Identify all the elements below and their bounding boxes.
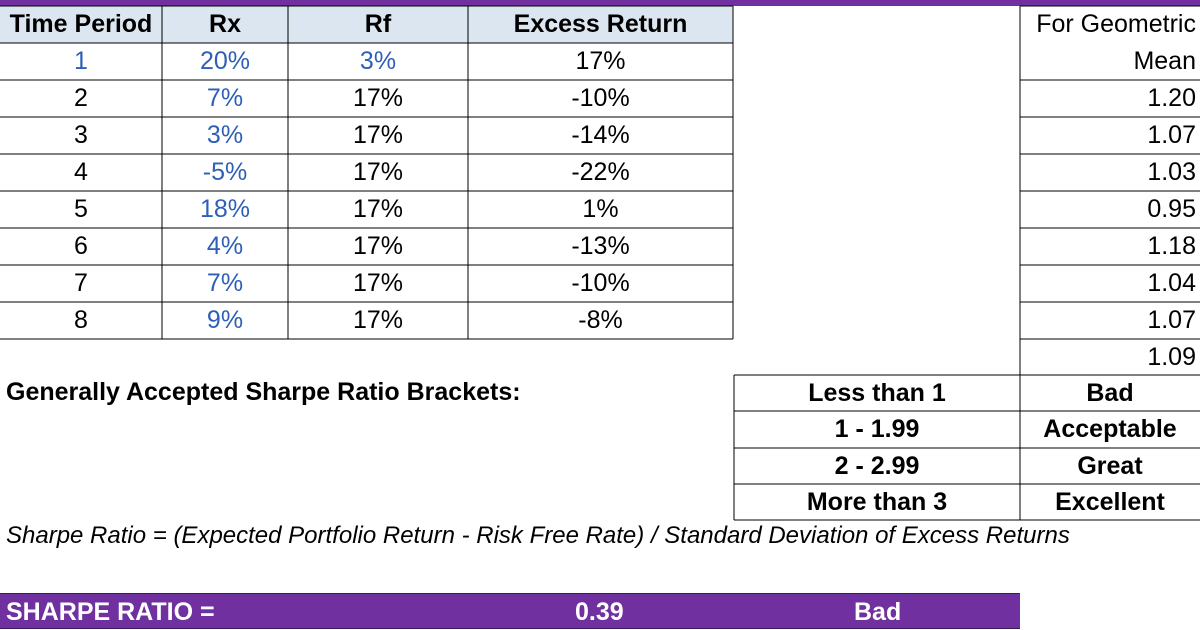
geometric-value[interactable]: 1.20 bbox=[1147, 84, 1196, 112]
cell-period[interactable]: 5 bbox=[74, 195, 88, 223]
geometric-value[interactable]: 1.04 bbox=[1147, 269, 1196, 297]
bracket-range[interactable]: Less than 1 bbox=[808, 378, 946, 407]
bracket-range[interactable]: 2 - 2.99 bbox=[834, 451, 920, 480]
cell-rx[interactable]: 7% bbox=[206, 269, 244, 297]
cell-rx[interactable]: 4% bbox=[206, 232, 244, 260]
geometric-header-line2[interactable]: Mean bbox=[1133, 47, 1196, 75]
cell-rx[interactable]: 9% bbox=[206, 306, 244, 334]
cell-rf[interactable]: 17% bbox=[352, 306, 404, 334]
sharpe-ratio-result-bar: SHARPE RATIO = 0.39 Bad bbox=[0, 593, 1020, 629]
geometric-value[interactable]: 1.07 bbox=[1147, 306, 1196, 334]
geometric-value[interactable]: 1.18 bbox=[1147, 232, 1196, 260]
cell-rf[interactable]: 17% bbox=[352, 84, 404, 112]
bracket-rating[interactable]: Excellent bbox=[1055, 487, 1165, 516]
cell-rf[interactable]: 17% bbox=[352, 121, 404, 149]
cell-rx[interactable]: 3% bbox=[206, 121, 244, 149]
geometric-header-line1[interactable]: For Geometric bbox=[1036, 10, 1196, 38]
cell-period[interactable]: 8 bbox=[74, 306, 88, 334]
cell-excess[interactable]: -8% bbox=[578, 306, 623, 334]
cell-rf[interactable]: 17% bbox=[352, 232, 404, 260]
sharpe-formula: Sharpe Ratio = (Expected Portfolio Retur… bbox=[6, 522, 1070, 549]
header-excess-return[interactable]: Excess Return bbox=[468, 6, 733, 43]
top-accent-bar bbox=[0, 0, 1200, 6]
cell-excess[interactable]: -10% bbox=[571, 269, 630, 297]
cell-excess[interactable]: -22% bbox=[571, 158, 630, 186]
header-rx[interactable]: Rx bbox=[162, 6, 288, 43]
cell-period[interactable]: 1 bbox=[74, 47, 88, 75]
sharpe-ratio-value[interactable]: 0.39 bbox=[575, 598, 624, 626]
bracket-range[interactable]: More than 3 bbox=[806, 487, 948, 516]
geometric-value[interactable]: 0.95 bbox=[1147, 195, 1196, 223]
bracket-rating[interactable]: Great bbox=[1077, 451, 1143, 480]
cell-excess[interactable]: -13% bbox=[571, 232, 630, 260]
brackets-title: Generally Accepted Sharpe Ratio Brackets… bbox=[6, 378, 521, 406]
geometric-value[interactable]: 1.09 bbox=[1147, 342, 1196, 371]
cell-rx[interactable]: 7% bbox=[206, 84, 244, 112]
cell-rf[interactable]: 17% bbox=[352, 158, 404, 186]
cell-excess[interactable]: 1% bbox=[582, 195, 619, 223]
geometric-value[interactable]: 1.07 bbox=[1147, 121, 1196, 149]
cell-rf[interactable]: 17% bbox=[352, 269, 404, 297]
cell-rf[interactable]: 17% bbox=[352, 195, 404, 223]
header-rf[interactable]: Rf bbox=[288, 6, 468, 43]
header-time-period[interactable]: Time Period bbox=[0, 6, 162, 43]
cell-excess[interactable]: 17% bbox=[575, 47, 626, 75]
cell-rx[interactable]: 20% bbox=[199, 47, 251, 75]
bracket-rating[interactable]: Bad bbox=[1086, 378, 1134, 407]
geometric-value[interactable]: 1.03 bbox=[1147, 158, 1196, 186]
sharpe-ratio-label[interactable]: SHARPE RATIO = bbox=[6, 598, 215, 626]
cell-excess[interactable]: -10% bbox=[571, 84, 630, 112]
cell-rx[interactable]: 18% bbox=[199, 195, 251, 223]
bracket-range[interactable]: 1 - 1.99 bbox=[834, 415, 920, 443]
cell-rx[interactable]: -5% bbox=[202, 158, 248, 186]
sharpe-ratio-rating[interactable]: Bad bbox=[854, 598, 902, 626]
cell-excess[interactable]: -14% bbox=[571, 121, 630, 149]
cell-rf[interactable]: 3% bbox=[359, 47, 397, 75]
cell-period[interactable]: 2 bbox=[74, 84, 88, 112]
cell-period[interactable]: 7 bbox=[74, 269, 88, 297]
bracket-rating[interactable]: Acceptable bbox=[1043, 415, 1177, 443]
cell-period[interactable]: 6 bbox=[74, 232, 88, 260]
cell-period[interactable]: 3 bbox=[74, 121, 88, 149]
cell-period[interactable]: 4 bbox=[74, 158, 88, 186]
